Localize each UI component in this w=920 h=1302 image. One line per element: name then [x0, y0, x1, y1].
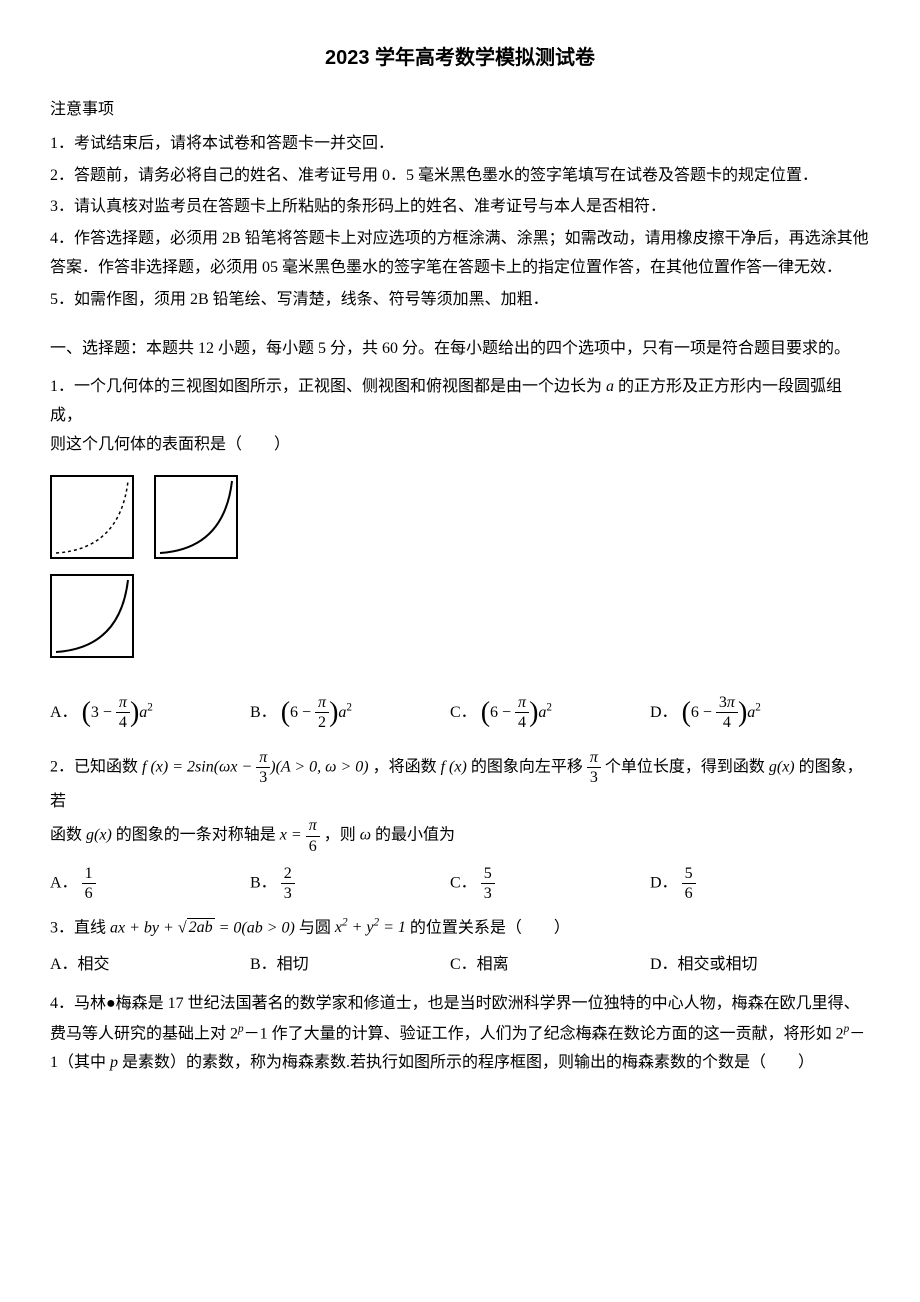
- q1-opt-d: D． (6 − 3π4)a2: [650, 688, 830, 738]
- q2-c-num: 5: [481, 864, 495, 884]
- notice-item: 2．答题前，请务必将自己的姓名、准考证号用 0．5 毫米黑色墨水的签字笔填写在试…: [50, 162, 870, 191]
- question-2: 2．已知函数 f (x) = 2sin(ωx − π 3 )(A > 0, ω > …: [50, 748, 870, 903]
- q2-opt-a: A． 16: [50, 864, 230, 903]
- opt-label: C．: [450, 874, 477, 891]
- opt-label: A．: [50, 874, 78, 891]
- q2-b-den: 3: [281, 884, 295, 903]
- q2-opt-c: C． 53: [450, 864, 630, 903]
- q3-text-b: 与圆: [299, 919, 335, 936]
- opt-d-den: 4: [716, 713, 738, 732]
- q1-opt-b: B． (6 − π2)a2: [250, 688, 430, 738]
- q2-fx: f (x): [441, 759, 467, 776]
- pi-sym: π: [259, 749, 267, 766]
- section-header: 一、选择题：本题共 12 小题，每小题 5 分，共 60 分。在每小题给出的四个…: [50, 335, 870, 364]
- q2-text-i: 的最小值为: [375, 827, 455, 844]
- notice-item: 4．作答选择题，必须用 2B 铅笔将答题卡上对应选项的方框涂满、涂黑；如需改动，…: [50, 225, 870, 283]
- opt-label: B．: [250, 704, 277, 721]
- q2-line2: 函数 g(x) 的图象的一条对称轴是 x = π6 ，则 ω 的最小值为: [50, 816, 870, 855]
- q3-circle: x2 + y2 = 1: [335, 919, 406, 936]
- opt-c-num: 6: [490, 704, 498, 721]
- q1-var-a: a: [606, 378, 614, 395]
- q2-opt-b: B． 23: [250, 864, 430, 903]
- opt-label: D．: [650, 704, 678, 721]
- q2-omega: ω: [360, 827, 371, 844]
- question-3: 3．直线 ax + by + √2ab = 0(ab > 0) 与圆 x2 + …: [50, 913, 870, 980]
- opt-label: C．: [450, 704, 477, 721]
- q3-text-c: 的位置关系是（ ）: [410, 919, 570, 936]
- q2-text-g: 的图象的一条对称轴是: [116, 827, 280, 844]
- q2-text-c: 的图象向左平移: [471, 759, 587, 776]
- q1-text: 1．一个几何体的三视图如图所示，正视图、侧视图和俯视图都是由一个边长为 a 的正…: [50, 373, 870, 431]
- q1-opt-c: C． (6 − π4)a2: [450, 688, 630, 738]
- opt-b-num: 6: [290, 704, 298, 721]
- q2-c-den: 3: [481, 884, 495, 903]
- q1-opt-a: A． (3 − π4)a2: [50, 688, 230, 738]
- opt-label: A．: [50, 704, 78, 721]
- q2-gx: g(x): [769, 759, 795, 776]
- pi-sym: π: [119, 694, 127, 711]
- q2-cond: )(A > 0, ω > 0): [270, 759, 368, 776]
- q3-opt-c: C．相离: [450, 951, 630, 980]
- pi-sym: π: [309, 817, 317, 834]
- q2-options: A． 16 B． 23 C． 53 D． 56: [50, 864, 870, 903]
- q3-sqrt: 2ab: [187, 918, 215, 936]
- q3-opt-b: B．相切: [250, 951, 430, 980]
- q2-text-h: ，则: [324, 827, 360, 844]
- q4-text-b: －1 作了大量的计算、验证工作，人们为了纪念梅森在数论方面的这一贡献，将形如 2: [244, 1025, 844, 1042]
- pi-sym: π: [318, 694, 326, 711]
- q2-text-d: 个单位长度，得到函数: [605, 759, 769, 776]
- q3-line: 3．直线 ax + by + √2ab = 0(ab > 0) 与圆 x2 + …: [50, 913, 870, 943]
- q2-text-f: 函数: [50, 827, 86, 844]
- q1-fig-top: [50, 574, 134, 658]
- q3-opt-a: A．相交: [50, 951, 230, 980]
- opt-b-den: 2: [315, 713, 329, 732]
- opt-label: B．: [250, 874, 277, 891]
- q1-text-c: 则这个几何体的表面积是（ ）: [50, 431, 870, 460]
- q2-line1: 2．已知函数 f (x) = 2sin(ωx − π3)(A > 0, ω > …: [50, 748, 870, 816]
- question-4: 4．马林●梅森是 17 世纪法国著名的数学家和修道士，也是当时欧洲科学界一位独特…: [50, 990, 870, 1078]
- page-title: 2023 学年高考数学模拟测试卷: [50, 40, 870, 76]
- question-1: 1．一个几何体的三视图如图所示，正视图、侧视图和俯视图都是由一个边长为 a 的正…: [50, 373, 870, 738]
- q4-text-d: 是素数）的素数，称为梅森素数.若执行如图所示的程序框图，则输出的梅森素数的个数是…: [118, 1054, 814, 1071]
- pi-sym: π: [518, 694, 526, 711]
- notice-item: 3．请认真核对监考员在答题卡上所粘贴的条形码上的姓名、准考证号与本人是否相符．: [50, 193, 870, 222]
- opt-d-num: 6: [691, 704, 699, 721]
- opt-c-den: 4: [515, 713, 529, 732]
- q2-a-den: 6: [82, 884, 96, 903]
- q4-p3: p: [110, 1054, 118, 1071]
- q1-fig-front: [50, 475, 134, 559]
- q3-text-a: 3．直线: [50, 919, 110, 936]
- q2-d-num: 5: [682, 864, 696, 884]
- q2-opt-d: D． 56: [650, 864, 830, 903]
- q2-d-den: 6: [682, 884, 696, 903]
- opt-a-num: 3: [91, 704, 99, 721]
- q1-options: A． (3 − π4)a2 B． (6 − π2)a2 C． (6 − π4)a…: [50, 688, 870, 738]
- notice-item: 1．考试结束后，请将本试卷和答题卡一并交回．: [50, 130, 870, 159]
- q2-gx2: g(x): [86, 827, 112, 844]
- q2-a-num: 1: [82, 864, 96, 884]
- q3-opt-d: D．相交或相切: [650, 951, 830, 980]
- q3-options: A．相交 B．相切 C．相离 D．相交或相切: [50, 951, 870, 980]
- pi-sym: π: [590, 749, 598, 766]
- q2-func-def: f (x) = 2sin(ωx −: [142, 759, 256, 776]
- q2-text-b: ，将函数: [373, 759, 441, 776]
- q1-fig-side: [154, 475, 238, 559]
- notice-item: 5．如需作图，须用 2B 铅笔绘、写清楚，线条、符号等须加黑、加粗．: [50, 286, 870, 315]
- notice-header: 注意事项: [50, 96, 870, 125]
- q3-cond: = 0(ab > 0): [215, 919, 295, 936]
- q3-line-eq: ax + by +: [110, 919, 178, 936]
- q2-b-num: 2: [281, 864, 295, 884]
- pi-sym: π: [727, 694, 735, 711]
- q1-text-a: 1．一个几何体的三视图如图所示，正视图、侧视图和俯视图都是由一个边长为: [50, 378, 602, 395]
- q2-text-a: 2．已知函数: [50, 759, 142, 776]
- q1-figures: [50, 475, 870, 673]
- q2-xeq: x =: [280, 827, 306, 844]
- opt-d-3: 3: [719, 694, 727, 711]
- opt-label: D．: [650, 874, 678, 891]
